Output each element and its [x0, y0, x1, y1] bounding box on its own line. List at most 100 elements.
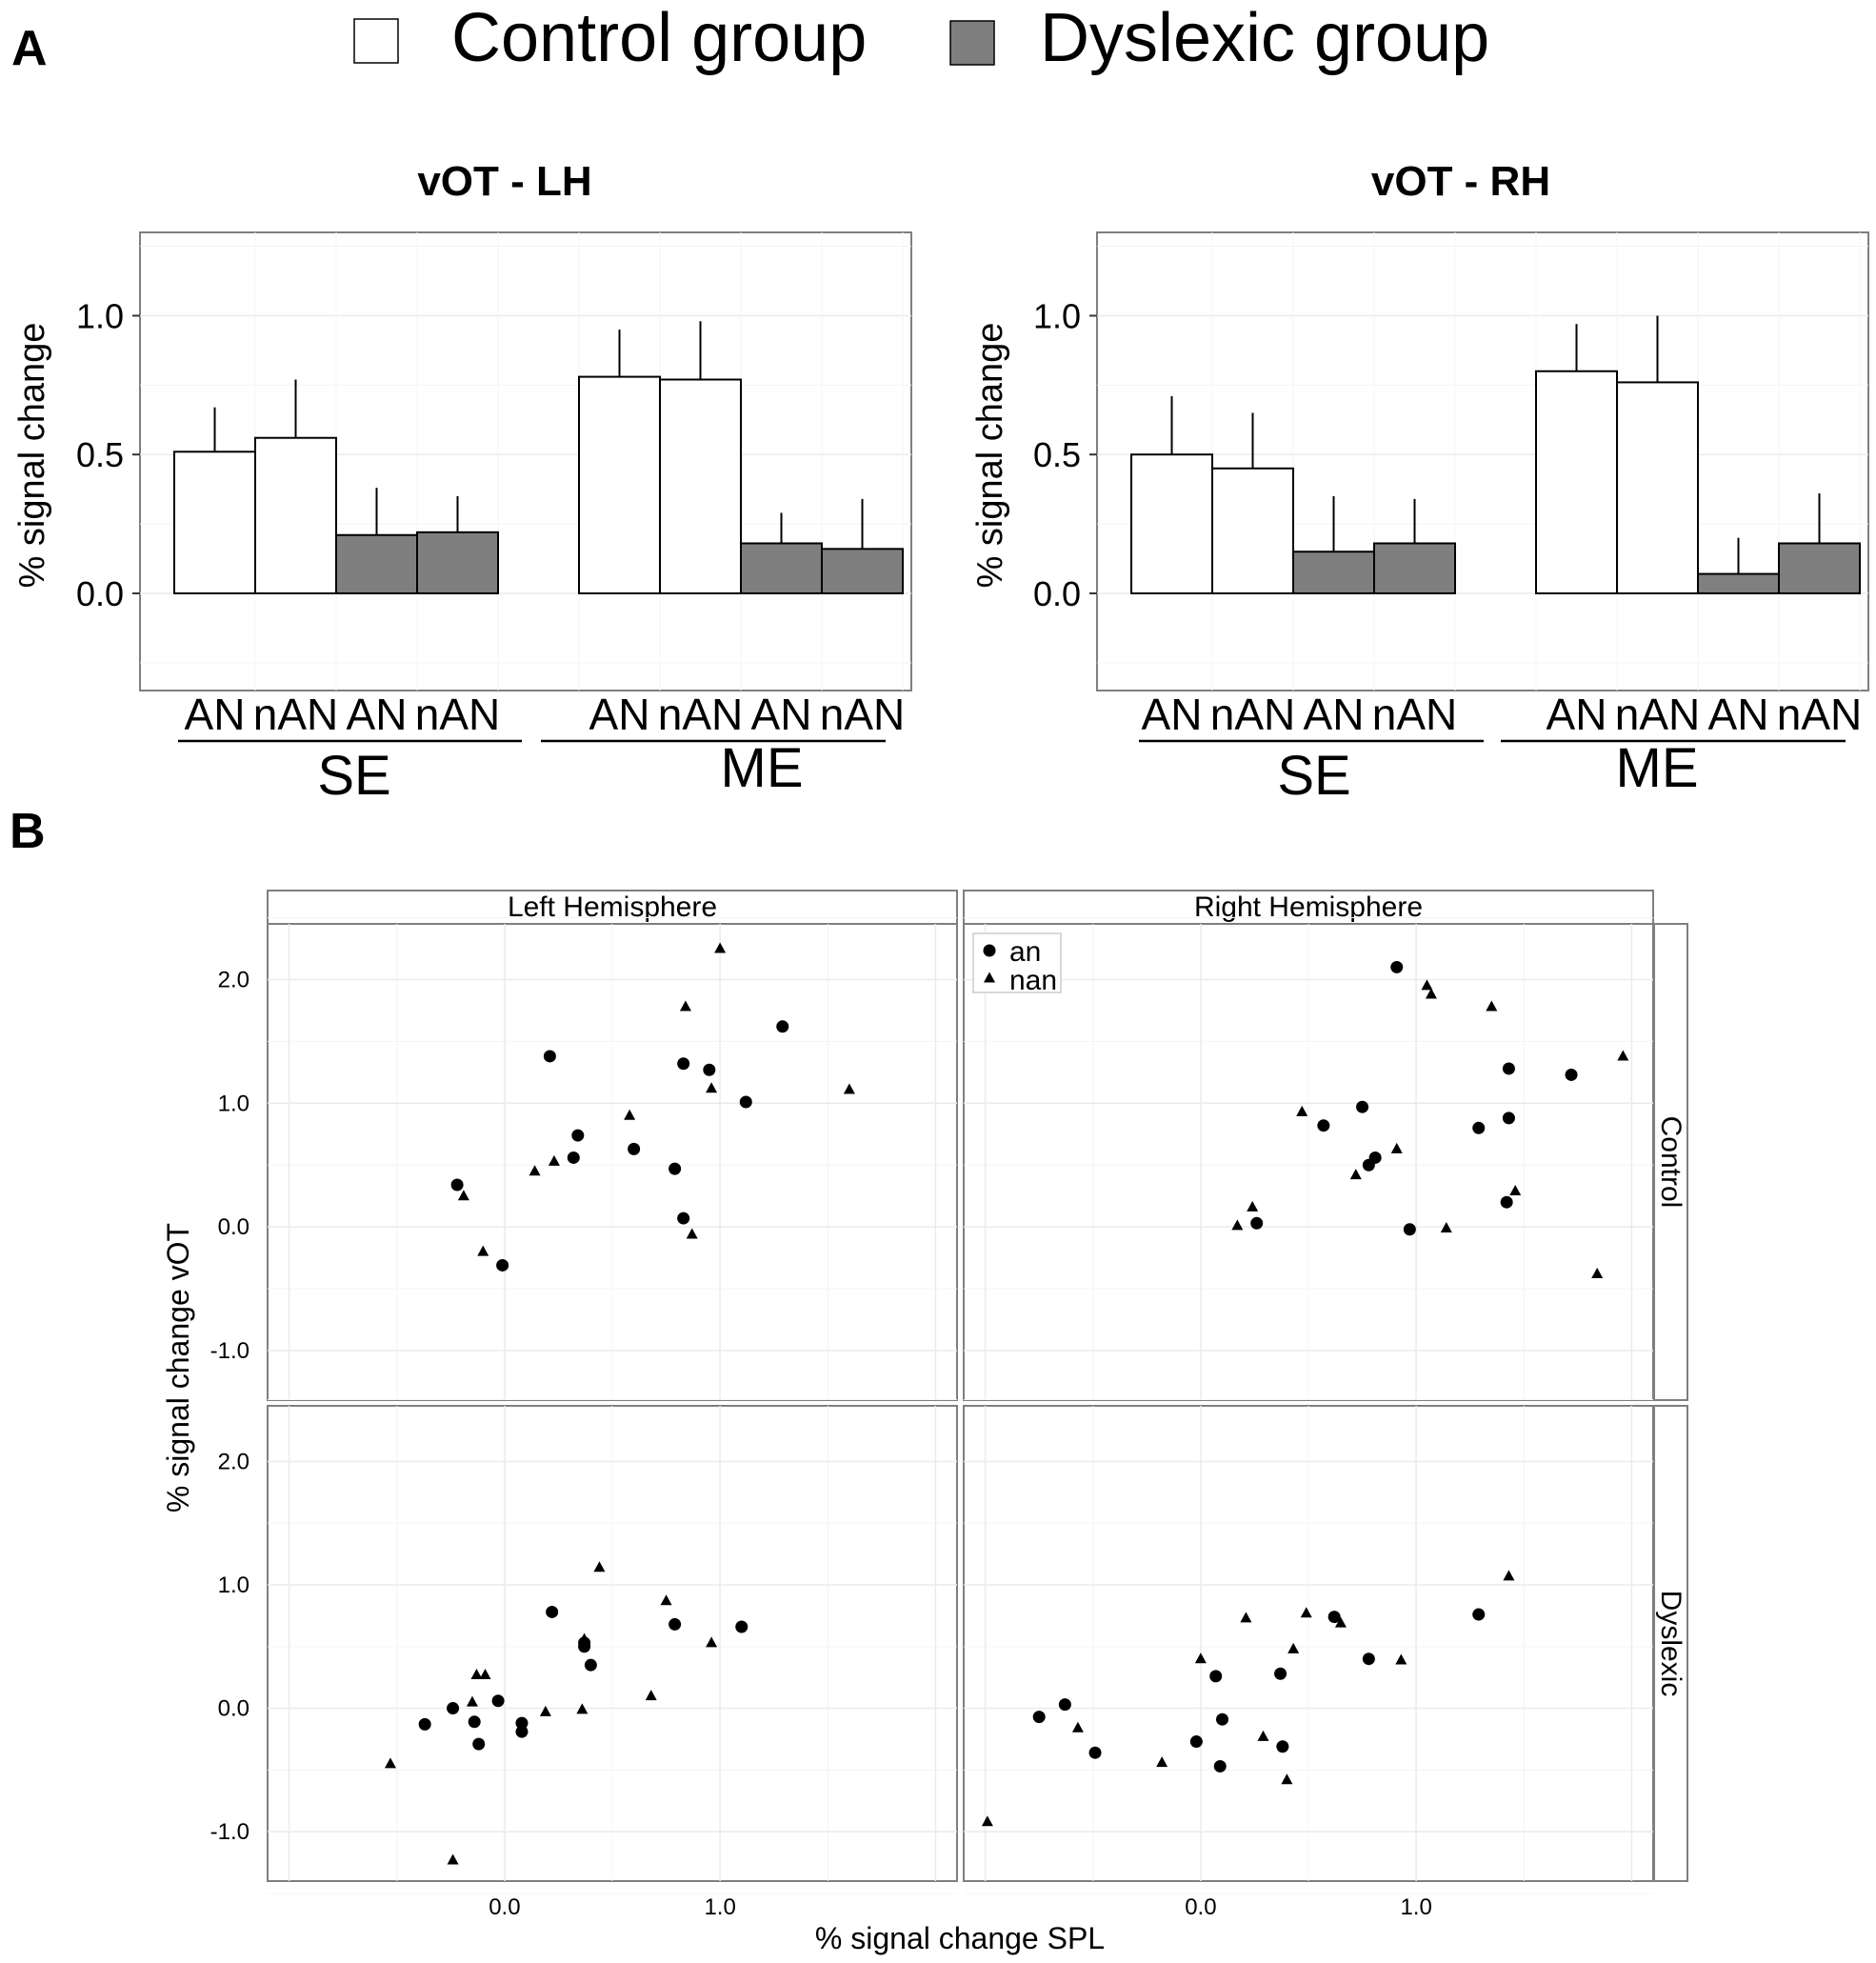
panel-label-a: A: [11, 21, 48, 76]
scatter-control-left-point-an: [677, 1212, 690, 1225]
legend-swatch-dyslexic: [949, 20, 995, 66]
scatter-control-left-point-nan: [714, 942, 727, 953]
scatter-legend-key-an: [983, 944, 996, 957]
scatter-control-right-point-nan: [1617, 1050, 1629, 1061]
scatter-dyslexic-left-point-nan: [539, 1705, 551, 1716]
bar-rh-category-label: nAN: [1615, 690, 1700, 739]
scatter-control-left-point-nan: [624, 1109, 636, 1120]
scatter-control-left-point-nan: [679, 1000, 691, 1012]
scatter-legend-box: [972, 932, 1062, 993]
bar-rh-plot-frame: [1096, 231, 1869, 691]
scatter-control-right-point-an: [1368, 1151, 1382, 1164]
bar-rh-se-control-nan: [1211, 467, 1294, 594]
scatter-dyslexic-left-point-an: [491, 1694, 505, 1708]
scatter-dyslexic-right-point-nan: [1194, 1653, 1207, 1664]
scatter-control-left-point-nan: [457, 1190, 469, 1201]
bar-rh-me-dyslexic-nan: [1778, 542, 1861, 594]
bar-rh-category-label: AN: [1708, 690, 1769, 739]
scatter-dyslexic-left-point-an: [669, 1617, 682, 1631]
bar-chart-rh: vOT - RH % signal change 0.00.51.0AN nAN A…: [970, 158, 1869, 807]
bar-rh-ytick-label: 0.0: [1033, 574, 1081, 613]
scatter-dyslexic-left-point-nan: [384, 1757, 396, 1769]
scatter-dyslexic-right-point-an: [1213, 1759, 1227, 1773]
scatter-control-right-point-an: [1403, 1223, 1416, 1236]
scatter-dyslexic-right-point-nan: [1257, 1730, 1269, 1741]
bar-lh-me-dyslexic-nan: [821, 548, 904, 594]
scatter-control-right-point-nan: [1421, 979, 1433, 991]
bar-rh-me-dyslexic-an: [1697, 572, 1780, 594]
scatter-control-left-point-an: [496, 1258, 509, 1272]
scatter-control-right-point-an: [1500, 1195, 1513, 1209]
scatter-dyslexic-left-point-nan: [466, 1695, 478, 1707]
scatter-dyslexic-right-point-nan: [981, 1815, 993, 1827]
bar-lh-se-control-an: [173, 451, 256, 594]
scatter-control-right-point-nan: [1509, 1185, 1522, 1196]
scatter-control-left-point-an: [571, 1129, 585, 1142]
bar-lh-me-dyslexic-an: [740, 542, 823, 594]
scatter-control-left-point-an: [703, 1063, 716, 1076]
scatter-control-right-point-nan: [1247, 1200, 1259, 1212]
scatter-dyslexic-right-point-an: [1058, 1698, 1071, 1712]
scatter-control-right-point-nan: [1349, 1169, 1362, 1180]
scatter-control-left-point-an: [677, 1057, 690, 1071]
scatter-ytick-label: -1.0: [210, 1338, 249, 1364]
scatter-legend-key-nan: [984, 971, 995, 983]
bar-lh-category-label: AN: [589, 690, 650, 739]
scatter-control-left-point-an: [669, 1162, 682, 1175]
bar-rh-category-label: AN: [1142, 690, 1203, 739]
scatter-dyslexic-right-point-nan: [1156, 1756, 1168, 1768]
scatter-ytick-label: 0.0: [218, 1214, 249, 1240]
facet-strip-row-label: Dyslexic: [1655, 1591, 1686, 1697]
scatter-dyslexic-left-point-nan: [593, 1561, 606, 1572]
scatter-control-left-point-an: [543, 1050, 556, 1063]
bar-lh-ytick-label: 1.0: [76, 296, 124, 335]
bar-chart-rh-title: vOT - RH: [1371, 158, 1550, 205]
scatter-dyslexic-left-point-nan: [576, 1703, 589, 1714]
scatter-dyslexic-right-point-an: [1274, 1667, 1287, 1680]
bar-rh-se-control-an: [1130, 453, 1213, 594]
facet-strip-col-label: Left Hemisphere: [508, 891, 717, 923]
facet-strip-row: [1653, 923, 1688, 1401]
scatter-xlabel: % signal change SPL: [815, 1921, 1105, 1955]
bar-rh-group-label: SE: [1277, 745, 1350, 807]
scatter-dyslexic-right-point-an: [1209, 1670, 1223, 1683]
scatter-dyslexic-left-point-an: [472, 1737, 486, 1751]
scatter-dyslexic-right-point-nan: [1334, 1616, 1347, 1628]
scatter-dyslexic-left-point-an: [515, 1716, 529, 1730]
scatter-legend-label-an: an: [1009, 936, 1041, 968]
scatter-dyslexic-left-point-an: [735, 1620, 748, 1633]
scatter-dyslexic-left-point-an: [546, 1605, 559, 1618]
bar-rh-group-label: ME: [1616, 737, 1699, 799]
bar-rh-se-dyslexic-an: [1292, 551, 1375, 594]
scatter-control-right-point-nan: [1390, 1142, 1403, 1153]
scatter-dyslexic-left-point-nan: [645, 1690, 657, 1701]
scatter-control-right-point-nan: [1591, 1268, 1604, 1279]
facet-strip-row: [1653, 1405, 1688, 1882]
bar-lh-ytick-label: 0.5: [76, 435, 124, 474]
scatter-xtick-label: 1.0: [704, 1894, 735, 1920]
scatter-control-left-point-an: [739, 1095, 752, 1109]
scatter-xtick-label: 1.0: [1400, 1894, 1431, 1920]
scatter-control-left-point-nan: [548, 1154, 560, 1166]
scatter-dyslexic-left-point-an: [584, 1658, 597, 1672]
scatter-control-left-point-an: [567, 1151, 580, 1164]
scatter-dyslexic-left-point-an: [447, 1702, 460, 1715]
scatter-dyslexic-left-point-nan: [706, 1636, 718, 1648]
bar-chart-lh: vOT - LH % signal change 0.00.51.0AN nAN A…: [12, 158, 912, 807]
bar-lh-se-control-nan: [254, 436, 337, 594]
scatter-ytick-label: 2.0: [218, 967, 249, 992]
scatter-control-left-point-an: [628, 1142, 641, 1155]
scatter-ytick-label: 2.0: [218, 1449, 249, 1474]
scatter-dyslexic-right-point-an: [1362, 1653, 1375, 1666]
legend-label-dyslexic: Dyslexic group: [1040, 0, 1489, 76]
bar-lh-category-label: nAN: [415, 690, 500, 739]
scatter-ytick-label: 1.0: [218, 1572, 249, 1598]
bar-rh-ytick-label: 1.0: [1033, 296, 1081, 335]
scatter-control-right-point-nan: [1296, 1105, 1308, 1116]
bar-lh-category-label: AN: [751, 690, 812, 739]
scatter-dyslexic-right-point-an: [1032, 1711, 1046, 1724]
facet-strip-col: [963, 890, 1654, 925]
scatter-control-right-point-an: [1565, 1068, 1578, 1081]
legend-swatch-control: [353, 18, 399, 64]
